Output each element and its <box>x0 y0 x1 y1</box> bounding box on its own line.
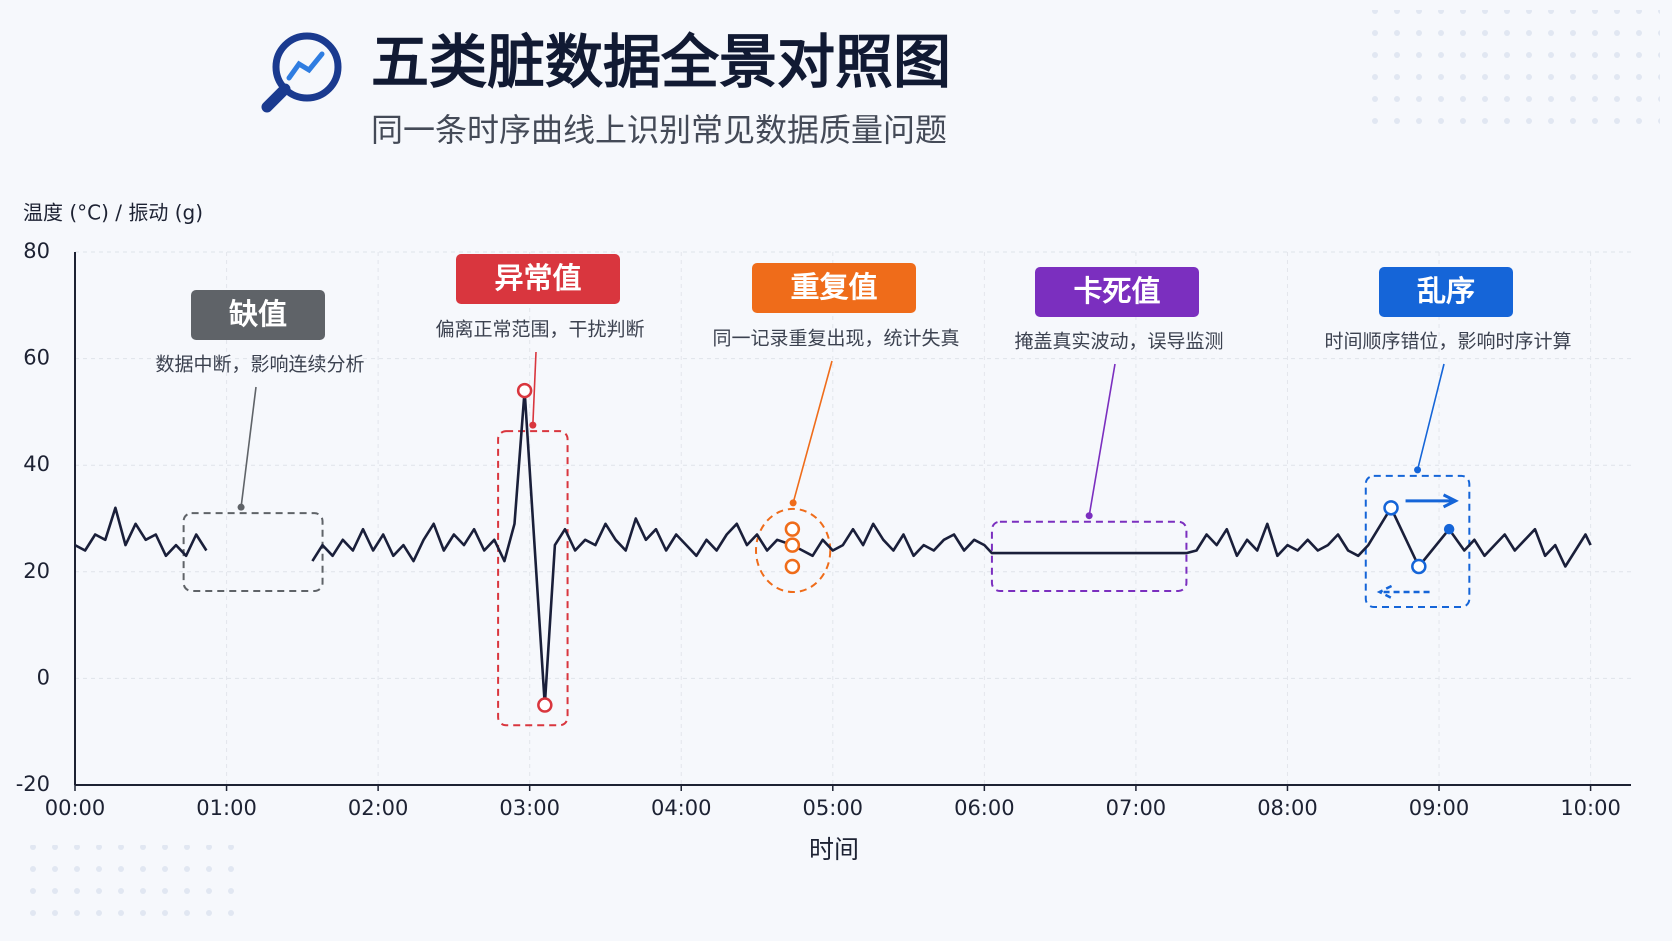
badge-description: 偏离正常范围，干扰判断 <box>435 319 644 341</box>
x-axis-label: 时间 <box>809 835 859 864</box>
highlight-region <box>1364 474 1471 608</box>
y-tick-label: 60 <box>23 346 50 370</box>
chart-subtitle: 同一条时序曲线上识别常见数据质量问题 <box>371 111 947 149</box>
x-tick-label: 05:00 <box>803 796 864 820</box>
y-tick-label: 80 <box>23 239 50 263</box>
highlight-region <box>497 430 569 727</box>
badge-label: 缺值 <box>229 297 287 331</box>
decor-dots <box>15 845 245 925</box>
marker <box>784 537 801 553</box>
search-icon <box>261 32 342 113</box>
y-tick-label: 0 <box>37 665 50 689</box>
x-tick-label: 07:00 <box>1106 796 1167 820</box>
leader-dot <box>1414 466 1422 474</box>
x-tick-label: 06:00 <box>954 796 1015 820</box>
badge <box>1379 267 1513 317</box>
data-line <box>74 506 208 558</box>
leader-dot <box>529 421 537 429</box>
marker <box>1411 558 1427 575</box>
badge-label: 乱序 <box>1417 274 1475 308</box>
x-tick-label: 00:00 <box>45 796 106 820</box>
x-tick-label: 02:00 <box>348 796 409 820</box>
badge <box>191 290 325 340</box>
badge-description: 同一记录重复出现，统计失真 <box>712 328 959 350</box>
badge <box>456 254 620 304</box>
marker <box>784 521 801 537</box>
badge <box>752 263 916 313</box>
order-arrow <box>1376 584 1430 600</box>
badge-description: 时间顺序错位，影响时序计算 <box>1324 331 1571 353</box>
marker <box>1383 500 1399 516</box>
x-tick-label: 10:00 <box>1560 796 1621 820</box>
badge-label: 重复值 <box>790 270 877 304</box>
leader-line <box>532 351 537 426</box>
order-arrow <box>1405 493 1459 509</box>
marker <box>1443 523 1455 535</box>
badge-label: 异常值 <box>494 261 581 295</box>
decor-dots <box>1360 10 1660 140</box>
highlight-region <box>182 512 324 592</box>
y-tick-label: 40 <box>23 452 50 476</box>
badge <box>1035 267 1199 317</box>
marker <box>537 697 553 713</box>
badge-description: 数据中断，影响连续分析 <box>155 354 364 376</box>
marker <box>516 382 533 399</box>
leader-dot <box>1085 512 1093 520</box>
leader-line <box>1088 363 1116 516</box>
y-axis-label: 温度 (°C) / 振动 (g) <box>23 201 203 225</box>
y-tick-label: 20 <box>23 559 50 583</box>
marker <box>784 558 801 575</box>
chart-title: 五类脏数据全景对照图 <box>371 28 951 96</box>
leader-line <box>240 386 257 508</box>
data-line <box>311 389 1592 707</box>
badge-label: 卡死值 <box>1073 274 1160 308</box>
x-tick-label: 01:00 <box>196 796 257 820</box>
leader-line <box>1416 363 1445 471</box>
y-tick-label: -20 <box>16 772 50 796</box>
highlight-region <box>990 520 1188 592</box>
leader-line <box>792 360 833 504</box>
x-tick-label: 09:00 <box>1409 796 1470 820</box>
leader-dot <box>237 503 245 511</box>
highlight-region <box>755 507 832 594</box>
x-tick-label: 08:00 <box>1257 796 1318 820</box>
x-tick-label: 03:00 <box>499 796 560 820</box>
x-tick-label: 04:00 <box>651 796 712 820</box>
leader-dot <box>789 499 797 507</box>
badge-description: 掩盖真实波动，误导监测 <box>1014 331 1223 353</box>
